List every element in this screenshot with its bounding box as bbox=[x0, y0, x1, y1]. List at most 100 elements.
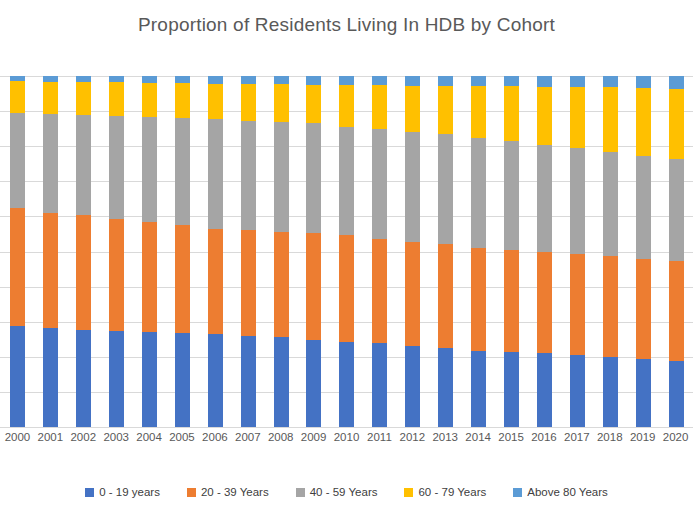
bar-segment-2020-60-79-years[interactable] bbox=[669, 89, 684, 159]
bar-segment-2005-40-59-years[interactable] bbox=[175, 118, 190, 225]
bar-segment-2013-0-19-years[interactable] bbox=[438, 348, 453, 427]
bar-segment-2009-40-59-years[interactable] bbox=[306, 123, 321, 232]
bar-segment-2018-0-19-years[interactable] bbox=[603, 357, 618, 427]
bar-segment-2005-20-39-years[interactable] bbox=[175, 225, 190, 332]
bar-segment-2016-40-59-years[interactable] bbox=[537, 145, 552, 252]
bar-segment-2016-above-80-years[interactable] bbox=[537, 76, 552, 87]
bar-segment-2016-20-39-years[interactable] bbox=[537, 252, 552, 353]
bar-segment-2011-0-19-years[interactable] bbox=[372, 343, 387, 427]
bar-segment-2015-20-39-years[interactable] bbox=[504, 250, 519, 352]
bar-segment-2000-40-59-years[interactable] bbox=[10, 113, 25, 208]
bar-segment-2014-40-59-years[interactable] bbox=[471, 138, 486, 248]
bar-segment-2011-60-79-years[interactable] bbox=[372, 85, 387, 129]
bar-segment-2017-40-59-years[interactable] bbox=[570, 148, 585, 253]
bar-segment-2011-20-39-years[interactable] bbox=[372, 239, 387, 344]
bar-segment-2015-above-80-years[interactable] bbox=[504, 76, 519, 86]
bar-segment-2005-60-79-years[interactable] bbox=[175, 83, 190, 117]
bar-segment-2004-0-19-years[interactable] bbox=[142, 332, 157, 427]
bar-segment-2018-40-59-years[interactable] bbox=[603, 152, 618, 257]
bar-segment-2003-60-79-years[interactable] bbox=[109, 82, 124, 115]
bar-segment-2012-above-80-years[interactable] bbox=[405, 76, 420, 86]
bar-segment-2014-60-79-years[interactable] bbox=[471, 86, 486, 138]
bar-segment-2010-above-80-years[interactable] bbox=[339, 76, 354, 85]
bar-segment-2013-20-39-years[interactable] bbox=[438, 244, 453, 348]
bar-segment-2019-20-39-years[interactable] bbox=[636, 259, 651, 359]
bar-segment-2006-0-19-years[interactable] bbox=[208, 334, 223, 427]
bar-segment-2015-40-59-years[interactable] bbox=[504, 141, 519, 250]
bar-segment-2004-40-59-years[interactable] bbox=[142, 117, 157, 222]
bar-segment-2010-60-79-years[interactable] bbox=[339, 85, 354, 126]
bar-segment-2017-above-80-years[interactable] bbox=[570, 76, 585, 87]
bar-segment-2004-above-80-years[interactable] bbox=[142, 76, 157, 83]
bar-segment-2008-0-19-years[interactable] bbox=[274, 337, 289, 427]
bar-segment-2013-above-80-years[interactable] bbox=[438, 76, 453, 86]
bar-segment-2015-0-19-years[interactable] bbox=[504, 352, 519, 427]
legend-item-60-79-years[interactable]: 60 - 79 Years bbox=[404, 486, 486, 498]
bar-segment-2007-60-79-years[interactable] bbox=[241, 84, 256, 121]
bar-segment-2008-above-80-years[interactable] bbox=[274, 76, 289, 84]
bar-segment-2008-40-59-years[interactable] bbox=[274, 122, 289, 232]
bar-segment-2007-above-80-years[interactable] bbox=[241, 76, 256, 84]
bar-segment-2007-20-39-years[interactable] bbox=[241, 230, 256, 336]
bar-segment-2006-20-39-years[interactable] bbox=[208, 229, 223, 334]
bar-segment-2003-20-39-years[interactable] bbox=[109, 219, 124, 331]
bar-segment-2013-40-59-years[interactable] bbox=[438, 134, 453, 244]
bar-segment-2016-60-79-years[interactable] bbox=[537, 87, 552, 145]
bar-segment-2002-20-39-years[interactable] bbox=[76, 215, 91, 330]
bar-segment-2000-60-79-years[interactable] bbox=[10, 81, 25, 113]
bar-segment-2020-40-59-years[interactable] bbox=[669, 159, 684, 261]
bar-segment-2009-above-80-years[interactable] bbox=[306, 76, 321, 85]
bar-segment-2017-60-79-years[interactable] bbox=[570, 87, 585, 149]
bar-segment-2001-0-19-years[interactable] bbox=[43, 328, 58, 427]
bar-segment-2011-above-80-years[interactable] bbox=[372, 76, 387, 85]
bar-segment-2001-40-59-years[interactable] bbox=[43, 114, 58, 213]
bar-segment-2017-0-19-years[interactable] bbox=[570, 355, 585, 427]
bar-segment-2010-40-59-years[interactable] bbox=[339, 127, 354, 235]
legend-item-above-80-years[interactable]: Above 80 Years bbox=[513, 486, 608, 498]
bar-segment-2010-20-39-years[interactable] bbox=[339, 235, 354, 342]
bar-segment-2019-40-59-years[interactable] bbox=[636, 156, 651, 259]
bar-segment-2019-above-80-years[interactable] bbox=[636, 76, 651, 88]
bar-segment-2012-40-59-years[interactable] bbox=[405, 132, 420, 242]
bar-segment-2004-20-39-years[interactable] bbox=[142, 222, 157, 332]
bar-segment-2015-60-79-years[interactable] bbox=[504, 86, 519, 141]
bar-segment-2006-60-79-years[interactable] bbox=[208, 84, 223, 119]
bar-segment-2002-0-19-years[interactable] bbox=[76, 330, 91, 427]
bar-segment-2017-20-39-years[interactable] bbox=[570, 254, 585, 355]
bar-segment-2013-60-79-years[interactable] bbox=[438, 86, 453, 134]
bar-segment-2010-0-19-years[interactable] bbox=[339, 342, 354, 427]
bar-segment-2009-20-39-years[interactable] bbox=[306, 233, 321, 340]
bar-segment-2009-60-79-years[interactable] bbox=[306, 85, 321, 124]
bar-segment-2000-20-39-years[interactable] bbox=[10, 208, 25, 326]
bar-segment-2019-60-79-years[interactable] bbox=[636, 88, 651, 156]
bar-segment-2002-40-59-years[interactable] bbox=[76, 115, 91, 215]
bar-segment-2000-0-19-years[interactable] bbox=[10, 326, 25, 427]
bar-segment-2008-20-39-years[interactable] bbox=[274, 232, 289, 337]
bar-segment-2020-0-19-years[interactable] bbox=[669, 361, 684, 427]
bar-segment-2018-above-80-years[interactable] bbox=[603, 76, 618, 87]
bar-segment-2020-above-80-years[interactable] bbox=[669, 76, 684, 89]
bar-segment-2008-60-79-years[interactable] bbox=[274, 84, 289, 122]
bar-segment-2003-40-59-years[interactable] bbox=[109, 116, 124, 220]
bar-segment-2012-20-39-years[interactable] bbox=[405, 242, 420, 346]
bar-segment-2007-0-19-years[interactable] bbox=[241, 336, 256, 427]
bar-segment-2007-40-59-years[interactable] bbox=[241, 121, 256, 231]
bar-segment-2005-above-80-years[interactable] bbox=[175, 76, 190, 83]
bar-segment-2016-0-19-years[interactable] bbox=[537, 353, 552, 427]
legend-item-0-19-years[interactable]: 0 - 19 years bbox=[85, 486, 160, 498]
bar-segment-2006-above-80-years[interactable] bbox=[208, 76, 223, 84]
bar-segment-2009-0-19-years[interactable] bbox=[306, 340, 321, 427]
legend-item-40-59-years[interactable]: 40 - 59 Years bbox=[296, 486, 378, 498]
bar-segment-2018-20-39-years[interactable] bbox=[603, 256, 618, 357]
bar-segment-2014-0-19-years[interactable] bbox=[471, 351, 486, 427]
bar-segment-2003-0-19-years[interactable] bbox=[109, 331, 124, 427]
bar-segment-2004-60-79-years[interactable] bbox=[142, 83, 157, 117]
bar-segment-2012-0-19-years[interactable] bbox=[405, 346, 420, 427]
bar-segment-2001-60-79-years[interactable] bbox=[43, 82, 58, 114]
bar-segment-2019-0-19-years[interactable] bbox=[636, 359, 651, 427]
bar-segment-2011-40-59-years[interactable] bbox=[372, 129, 387, 239]
bar-segment-2012-60-79-years[interactable] bbox=[405, 86, 420, 132]
bar-segment-2020-20-39-years[interactable] bbox=[669, 261, 684, 361]
bar-segment-2014-20-39-years[interactable] bbox=[471, 248, 486, 351]
bar-segment-2014-above-80-years[interactable] bbox=[471, 76, 486, 86]
